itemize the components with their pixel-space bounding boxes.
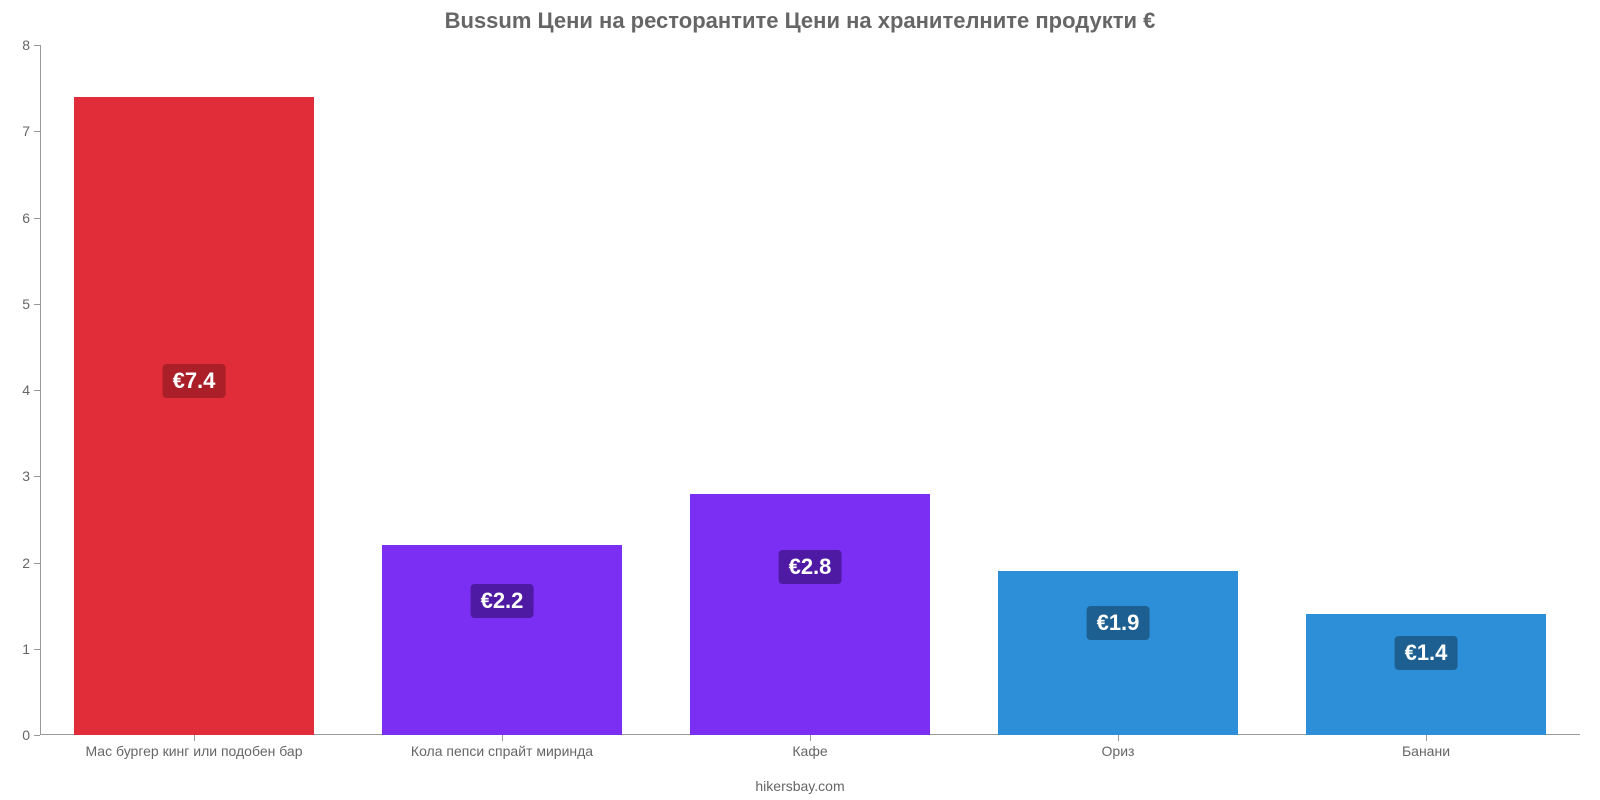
- y-tick-label: 0: [2, 727, 30, 743]
- y-tick-label: 4: [2, 382, 30, 398]
- y-tick: [34, 735, 40, 736]
- y-tick: [34, 304, 40, 305]
- y-tick-label: 3: [2, 468, 30, 484]
- value-badge: €1.4: [1395, 636, 1458, 670]
- y-tick: [34, 45, 40, 46]
- x-tick: [810, 735, 811, 741]
- plot-area: 012345678Мас бургер кинг или подобен бар…: [40, 45, 1580, 735]
- y-tick: [34, 131, 40, 132]
- bar: [382, 545, 622, 735]
- x-tick-label: Кафе: [792, 743, 827, 759]
- chart-title: Bussum Цени на ресторантите Цени на хран…: [0, 8, 1600, 34]
- y-tick-label: 2: [2, 555, 30, 571]
- bars-layer: [40, 45, 1580, 735]
- x-tick: [502, 735, 503, 741]
- x-tick: [1118, 735, 1119, 741]
- value-badge: €2.8: [779, 550, 842, 584]
- y-tick-label: 8: [2, 37, 30, 53]
- y-tick-label: 6: [2, 210, 30, 226]
- y-tick: [34, 649, 40, 650]
- bar: [74, 97, 314, 735]
- value-badge: €1.9: [1087, 606, 1150, 640]
- y-tick-label: 1: [2, 641, 30, 657]
- x-tick-label: Мас бургер кинг или подобен бар: [85, 743, 302, 759]
- bar: [690, 494, 930, 736]
- y-tick: [34, 390, 40, 391]
- y-tick-label: 7: [2, 123, 30, 139]
- x-tick-label: Ориз: [1102, 743, 1135, 759]
- bar: [1306, 614, 1546, 735]
- x-tick: [194, 735, 195, 741]
- y-tick: [34, 563, 40, 564]
- x-tick-label: Кола пепси спрайт миринда: [411, 743, 593, 759]
- x-tick: [1426, 735, 1427, 741]
- attribution-text: hikersbay.com: [0, 778, 1600, 794]
- y-tick: [34, 218, 40, 219]
- x-tick-label: Банани: [1402, 743, 1450, 759]
- y-tick-label: 5: [2, 296, 30, 312]
- y-tick: [34, 476, 40, 477]
- price-chart: Bussum Цени на ресторантите Цени на хран…: [0, 0, 1600, 800]
- value-badge: €7.4: [163, 364, 226, 398]
- value-badge: €2.2: [471, 584, 534, 618]
- bar: [998, 571, 1238, 735]
